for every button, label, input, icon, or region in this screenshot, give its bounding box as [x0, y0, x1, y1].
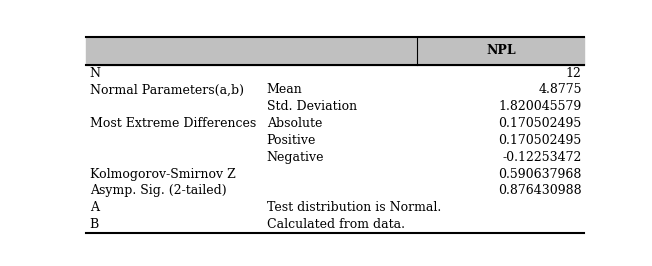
Text: Calculated from data.: Calculated from data. — [267, 218, 405, 231]
Text: Most Extreme Differences: Most Extreme Differences — [89, 117, 256, 130]
Text: 12: 12 — [566, 66, 582, 80]
Text: NPL: NPL — [486, 44, 516, 57]
Text: Kolmogorov-Smirnov Z: Kolmogorov-Smirnov Z — [89, 168, 235, 181]
Text: 0.170502495: 0.170502495 — [499, 134, 582, 147]
Text: 0.590637968: 0.590637968 — [498, 168, 582, 181]
Text: Positive: Positive — [267, 134, 316, 147]
Text: Asymp. Sig. (2-tailed): Asymp. Sig. (2-tailed) — [89, 184, 226, 197]
Text: 4.8775: 4.8775 — [539, 84, 582, 97]
Text: Std. Deviation: Std. Deviation — [267, 100, 357, 113]
Bar — [85, 37, 584, 65]
Text: 0.876430988: 0.876430988 — [498, 184, 582, 197]
Text: B: B — [89, 218, 99, 231]
Text: Absolute: Absolute — [267, 117, 322, 130]
Text: Mean: Mean — [267, 84, 303, 97]
Text: 0.170502495: 0.170502495 — [499, 117, 582, 130]
Text: Normal Parameters(a,b): Normal Parameters(a,b) — [89, 84, 244, 97]
Text: 1.820045579: 1.820045579 — [499, 100, 582, 113]
Text: A: A — [89, 201, 98, 214]
Text: N: N — [89, 66, 100, 80]
Text: -0.12253472: -0.12253472 — [503, 151, 582, 164]
Text: Test distribution is Normal.: Test distribution is Normal. — [267, 201, 441, 214]
Text: Negative: Negative — [267, 151, 324, 164]
